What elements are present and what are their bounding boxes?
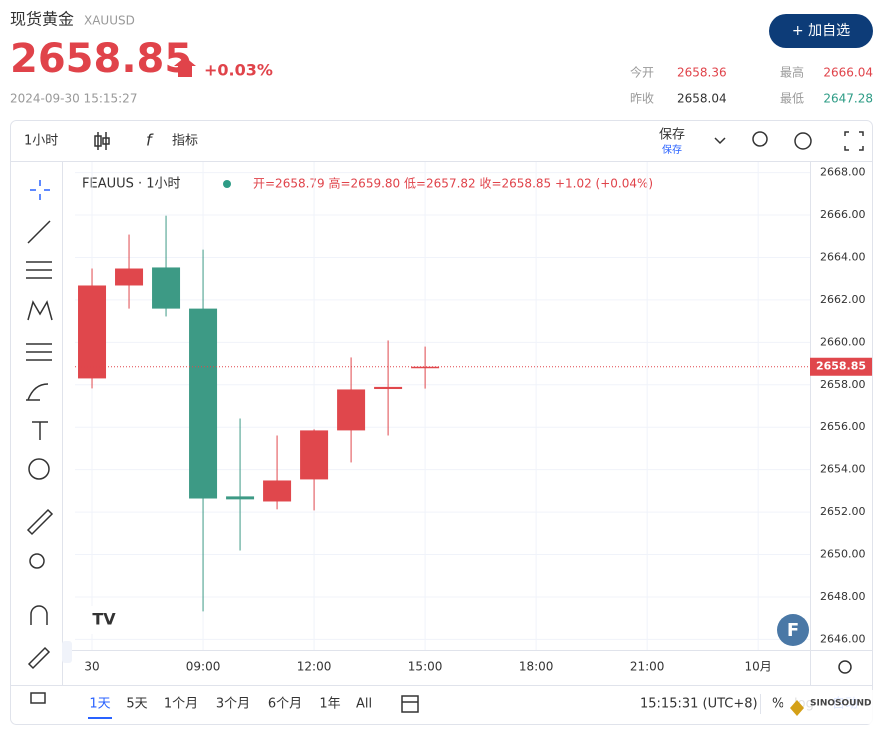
f-logo <box>777 614 809 646</box>
indicators[interactable]: 指标 <box>172 134 198 149</box>
tv-logo-text: TV <box>92 610 116 629</box>
candle-body <box>78 285 107 379</box>
legend-ohlc: 开=2658.79 高=2659.80 低=2657.82 收=2658.85 … <box>253 176 653 191</box>
y-tick-label: 2668.00 <box>820 166 866 179</box>
x-tick-label: 30 <box>84 660 99 674</box>
collapse-handle[interactable] <box>62 641 72 663</box>
price: 2658.85 <box>10 36 192 82</box>
axis-settings[interactable] <box>838 660 852 674</box>
change: +0.03% <box>204 61 273 80</box>
legend-symbol: FEAUUS · 1小时 <box>82 177 181 192</box>
candle-body <box>263 480 292 502</box>
stat-label: 昨收 <box>630 92 654 106</box>
y-tick-label: 2646.00 <box>820 632 866 645</box>
range-button[interactable]: 3个月 <box>216 697 250 712</box>
add-button[interactable] <box>769 14 873 48</box>
last-price-tag <box>810 357 872 376</box>
range-button[interactable]: 1年 <box>319 697 340 712</box>
date-range-icon[interactable] <box>401 695 419 713</box>
candle-body <box>115 268 144 286</box>
candle-body <box>337 389 366 431</box>
candle-body <box>411 366 440 369</box>
candle-body <box>152 267 181 309</box>
fib-tool[interactable] <box>26 261 52 279</box>
range-button[interactable]: 1天 <box>89 697 110 712</box>
y-tick-label: 2664.00 <box>820 250 866 263</box>
stat-value: 2666.04 <box>823 66 873 80</box>
candle-body <box>226 496 255 500</box>
text-tool[interactable] <box>32 421 48 440</box>
y-tick-label: 2654.00 <box>820 463 866 476</box>
tv-logo <box>86 606 122 634</box>
percent[interactable]: % <box>772 697 784 712</box>
x-tick-label: 12:00 <box>297 660 332 674</box>
forecast-tool[interactable] <box>26 343 52 361</box>
chart-frame <box>10 120 873 725</box>
range-button[interactable]: 5天 <box>126 697 147 712</box>
brush-tool[interactable] <box>26 383 49 401</box>
settings-icon[interactable] <box>794 132 812 150</box>
plot: 2646.00 2648.00 2650.00 2652.00 2654.00 2656.… <box>62 162 872 685</box>
y-tick-label: 2666.00 <box>820 208 866 221</box>
zoom-tool[interactable] <box>29 553 45 569</box>
time: 15:15:31 (UTC+8) <box>640 697 758 712</box>
save-sub[interactable]: 保存 <box>662 143 682 156</box>
stat-label: 今开 <box>630 65 654 80</box>
draw-lock-tool[interactable] <box>27 646 51 670</box>
candle-body <box>374 386 403 390</box>
line-tool[interactable] <box>27 220 51 244</box>
ruler-tool[interactable] <box>26 508 54 536</box>
footer: 1天 5天 1个月 3个月 6个月 1年 All <box>88 697 372 719</box>
stat-value: 2658.04 <box>677 92 727 106</box>
timestamp: 2024-09-30 15:15:27 <box>10 92 137 106</box>
title: 现货黄金 <box>10 10 74 29</box>
fx-icon[interactable]: f <box>146 131 154 150</box>
x-tick-label: 09:00 <box>186 660 221 674</box>
candle-icon[interactable] <box>94 132 110 150</box>
candle-body <box>300 430 329 480</box>
lock-tool[interactable] <box>30 692 46 704</box>
last-price-label: 2658.85 <box>816 360 866 373</box>
range-button[interactable]: All <box>356 697 372 712</box>
candle-body <box>189 308 218 499</box>
y-tick-label: 2648.00 <box>820 590 866 603</box>
x-tick-label: 21:00 <box>630 660 665 674</box>
watermark: SINOSOUND <box>810 699 871 709</box>
magnet-tool[interactable] <box>30 605 48 625</box>
stat-label: 最低 <box>780 92 804 106</box>
watermark-icon <box>790 700 804 716</box>
alert-icon[interactable] <box>752 131 768 147</box>
y-tick-label: 2650.00 <box>820 548 866 561</box>
fullscreen-icon[interactable] <box>844 131 864 151</box>
x-tick-label: 10月 <box>745 660 772 674</box>
status-dot <box>223 180 231 188</box>
y-tick-label: 2658.00 <box>820 378 866 391</box>
symbol: XAUUSD <box>84 14 135 28</box>
y-tick-label: 2660.00 <box>820 335 866 348</box>
y-tick-label: 2652.00 <box>820 505 866 518</box>
emoji-tool[interactable] <box>28 458 50 480</box>
x-tick-label: 15:00 <box>408 660 443 674</box>
range-button[interactable]: 6个月 <box>268 697 302 712</box>
add-button-label[interactable]: + 加自选 <box>792 23 850 39</box>
range-button[interactable]: 1个月 <box>164 697 198 712</box>
stat-value: 2658.36 <box>677 66 727 80</box>
crosshair-tool[interactable] <box>30 180 50 200</box>
y-tick-label: 2662.00 <box>820 293 866 306</box>
stat-value: 2647.28 <box>823 92 873 106</box>
save[interactable]: 保存 <box>659 128 685 143</box>
x-tick-label: 18:00 <box>519 660 554 674</box>
dropdown[interactable] <box>714 137 726 145</box>
y-tick-label: 2656.00 <box>820 420 866 433</box>
stat-label: 最高 <box>780 65 804 80</box>
f-logo-text: F <box>787 620 799 641</box>
pattern-tool[interactable] <box>27 300 53 321</box>
interval[interactable]: 1小时 <box>24 134 58 149</box>
up-arrow <box>174 57 196 77</box>
